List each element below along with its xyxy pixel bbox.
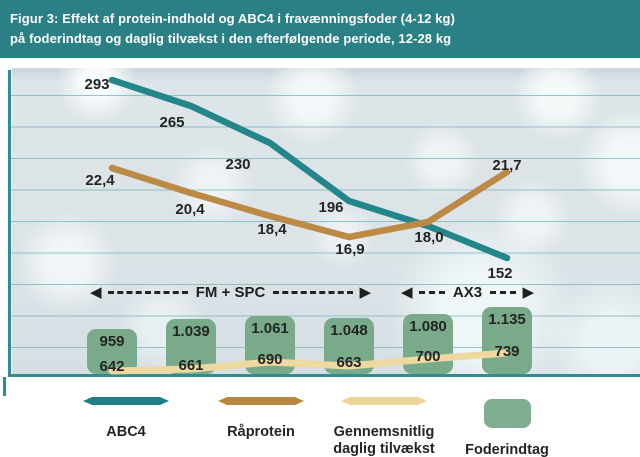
group-label-fm-spc: FM + SPC <box>195 284 266 301</box>
group-label-ax3: AX3 <box>452 284 483 301</box>
legend-label-abc4: ABC4 <box>106 424 146 440</box>
legend-item-raaprotein: Råprotein <box>201 397 321 441</box>
legend-label-foderindtag: Foderindtag <box>465 442 549 457</box>
legend-label-raaprotein: Råprotein <box>227 424 295 440</box>
legend-item-daglig-tilvaekst: Gennemsnitlig daglig tilvækst <box>324 397 444 457</box>
dashed-line <box>273 291 354 294</box>
chart-area: ◀ FM + SPC ▶ ◀ AX3 ▶ <box>0 68 640 396</box>
legend-swatch-raaprotein <box>218 397 304 405</box>
x-axis-line <box>8 374 640 377</box>
dashed-line <box>490 291 517 294</box>
gridlines <box>11 95 640 375</box>
left-arrowhead-icon: ◀ <box>90 283 102 301</box>
legend-label-daglig-tilvaekst: Gennemsnitlig daglig tilvækst <box>333 424 435 457</box>
figure-title-line1: Figur 3: Effekt af protein-indhold og AB… <box>10 11 456 26</box>
legend-item-foderindtag: Foderindtag <box>447 399 567 457</box>
y-axis-line <box>8 70 11 377</box>
group-annotation-ax3: ◀ AX3 ▶ <box>401 283 534 302</box>
group-annotation-fm-spc: ◀ FM + SPC ▶ <box>90 283 371 302</box>
legend-item-abc4: ABC4 <box>66 397 186 441</box>
dashed-line <box>418 291 445 294</box>
right-arrowhead-icon: ▶ <box>359 283 372 301</box>
figure-title-line2: på foderindtag og daglig tilvækst i den … <box>10 31 452 46</box>
right-arrowhead-icon: ▶ <box>522 283 534 301</box>
legend-label-line1: Gennemsnitlig <box>333 424 435 440</box>
legend-swatch-daglig-tilvaekst <box>341 397 427 405</box>
dashed-line <box>107 291 188 294</box>
figure-title-bar: Figur 3: Effekt af protein-indhold og AB… <box>0 0 640 58</box>
legend-label-line2: daglig tilvækst <box>333 441 435 457</box>
axis-corner-tick <box>3 377 6 396</box>
legend-swatch-abc4 <box>83 397 169 405</box>
legend-swatch-foderindtag <box>483 399 531 428</box>
left-arrowhead-icon: ◀ <box>401 283 413 301</box>
